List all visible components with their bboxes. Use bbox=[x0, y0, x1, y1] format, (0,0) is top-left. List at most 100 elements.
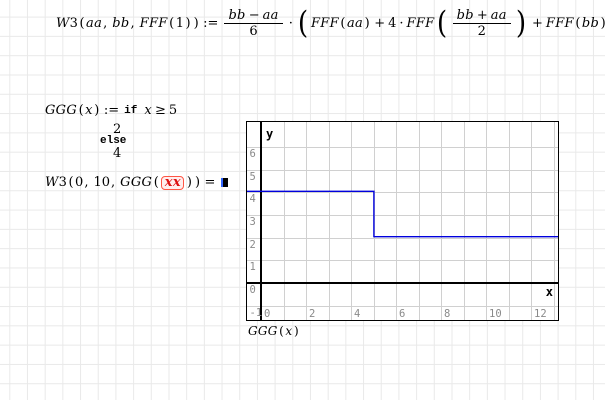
paren-close: ) bbox=[601, 16, 605, 31]
math-paren-group: (bb + aa 2) bbox=[434, 5, 528, 41]
paren-close: ) bbox=[364, 16, 370, 31]
ggg-then-value: 2 bbox=[113, 121, 177, 137]
math-var: FFF bbox=[139, 16, 168, 31]
math-op: · bbox=[399, 16, 404, 31]
math-op: , bbox=[103, 16, 108, 31]
x-tick-label: 6 bbox=[399, 308, 405, 320]
paren-close: ) bbox=[293, 324, 299, 338]
fraction-denominator: 2 bbox=[452, 23, 511, 39]
formula-simpson-definition[interactable]: W 3(aa, bb, FFF(1)):= bb − aa 6 ·(FFF(aa) +4 · FFF(… bbox=[56, 5, 605, 41]
paren-close: ) bbox=[194, 175, 201, 190]
plot-caption[interactable]: GGG(x) bbox=[248, 324, 300, 338]
paren-close: ) bbox=[193, 16, 199, 31]
math-paren-group: (xx) bbox=[152, 175, 193, 190]
math-op: − bbox=[248, 8, 260, 23]
math-num: 1 bbox=[175, 16, 184, 31]
y-axis-label: y bbox=[266, 127, 273, 141]
math-op: , bbox=[130, 16, 135, 31]
math-var: GGG bbox=[45, 103, 78, 118]
paren-open: ( bbox=[79, 16, 85, 31]
paren-open: ( bbox=[436, 5, 448, 41]
ggg-if-line: GGG(x):= if x ≥5 bbox=[45, 103, 177, 118]
paren-open: ( bbox=[153, 175, 159, 190]
math-var: bb bbox=[112, 16, 130, 31]
fraction-denominator: 6 bbox=[224, 23, 283, 39]
paren-open: ( bbox=[279, 324, 284, 338]
math-var: FFF bbox=[310, 16, 339, 31]
math-var: bb bbox=[456, 8, 474, 23]
x-tick-label: 8 bbox=[444, 308, 450, 320]
fraction-numerator: bb + aa bbox=[453, 8, 511, 23]
math-op: + bbox=[531, 16, 543, 31]
math-fraction: bb − aa 6 bbox=[224, 8, 283, 39]
math-op: := bbox=[103, 103, 120, 118]
math-paren-group: (FFF(aa)+4·FFF(bb+aa2)+FFF(bb)) bbox=[296, 5, 605, 41]
plot-region[interactable]: 6 5 4 3 2 1 0 -1 0 2 4 6 8 10 12 y x bbox=[246, 121, 559, 321]
error-highlight-xx[interactable]: xx bbox=[161, 175, 185, 190]
x-tick-label: 10 bbox=[489, 308, 502, 320]
paren-close: ) bbox=[516, 5, 527, 41]
paren-open: ( bbox=[68, 175, 74, 190]
math-op: , bbox=[111, 175, 116, 190]
math-keyword: if bbox=[124, 104, 138, 117]
math-var: W bbox=[56, 16, 70, 31]
x-tick-label: 12 bbox=[534, 308, 547, 320]
math-num: 3 bbox=[69, 16, 78, 31]
math-var: GGG bbox=[248, 324, 278, 338]
math-op: · bbox=[288, 16, 293, 31]
math-op: ≥ bbox=[154, 103, 166, 118]
math-var: W bbox=[45, 175, 59, 190]
math-keyword: else bbox=[100, 135, 127, 147]
math-num: 2 bbox=[477, 24, 486, 39]
math-paren-group: (bb) bbox=[574, 16, 605, 31]
math-op: + bbox=[476, 8, 488, 23]
math-paren-group: (aa) bbox=[339, 16, 371, 31]
math-var: aa bbox=[490, 8, 507, 23]
math-op: , bbox=[84, 175, 89, 190]
paren-open: ( bbox=[169, 16, 175, 31]
y-tick-label: 1 bbox=[250, 261, 256, 273]
math-var: bb bbox=[581, 16, 600, 31]
math-paren-group: (aa, bb, FFF(1)) bbox=[78, 16, 200, 31]
ggg-else-keyword: else bbox=[98, 135, 177, 147]
plot-curve bbox=[247, 190, 558, 238]
math-var: x bbox=[285, 324, 293, 338]
paren-open: ( bbox=[575, 16, 581, 31]
y-tick-label: -1 bbox=[250, 307, 263, 319]
math-var: aa bbox=[86, 16, 103, 31]
y-tick-label: 3 bbox=[250, 216, 256, 228]
x-tick-label: 4 bbox=[354, 308, 360, 320]
y-tick-label: 5 bbox=[250, 171, 256, 183]
math-paren-group: (0, 10, GGG(xx)) bbox=[67, 175, 202, 190]
math-paren-group: (1) bbox=[168, 16, 192, 31]
math-var: aa bbox=[262, 8, 279, 23]
ggg-else-value: 4 bbox=[113, 145, 177, 161]
x-tick-label: 0 bbox=[264, 308, 270, 320]
formula-ggg-definition[interactable]: GGG(x):= if x ≥5 2 else 4 bbox=[45, 103, 177, 161]
paren-open: ( bbox=[78, 103, 84, 118]
fraction-numerator: bb − aa bbox=[224, 8, 282, 23]
math-op: + bbox=[374, 16, 386, 31]
math-fraction: bb + aa 2 bbox=[452, 8, 511, 39]
x-axis-label: x bbox=[546, 285, 553, 299]
formula-w3-evaluation[interactable]: W 3(0, 10, GGG(xx)) = bbox=[45, 175, 229, 190]
math-var: aa bbox=[347, 16, 364, 31]
math-var: GGG bbox=[120, 175, 153, 190]
math-num: 4 bbox=[113, 145, 122, 161]
math-num: 4 bbox=[388, 16, 397, 31]
math-var: FFF bbox=[406, 16, 435, 31]
math-num: 3 bbox=[58, 175, 67, 190]
math-num: 5 bbox=[168, 103, 178, 118]
y-tick-label: 6 bbox=[250, 148, 256, 160]
paren-close: ) bbox=[94, 103, 100, 118]
paren-close: ) bbox=[186, 175, 192, 190]
math-paren-group: (x) bbox=[77, 103, 101, 118]
result-placeholder[interactable] bbox=[221, 178, 229, 187]
math-num: 6 bbox=[249, 24, 258, 39]
math-num: 2 bbox=[113, 121, 122, 137]
math-op: := bbox=[203, 16, 219, 31]
math-paren-group: (x) bbox=[278, 324, 300, 338]
math-num: 0 bbox=[75, 175, 84, 190]
